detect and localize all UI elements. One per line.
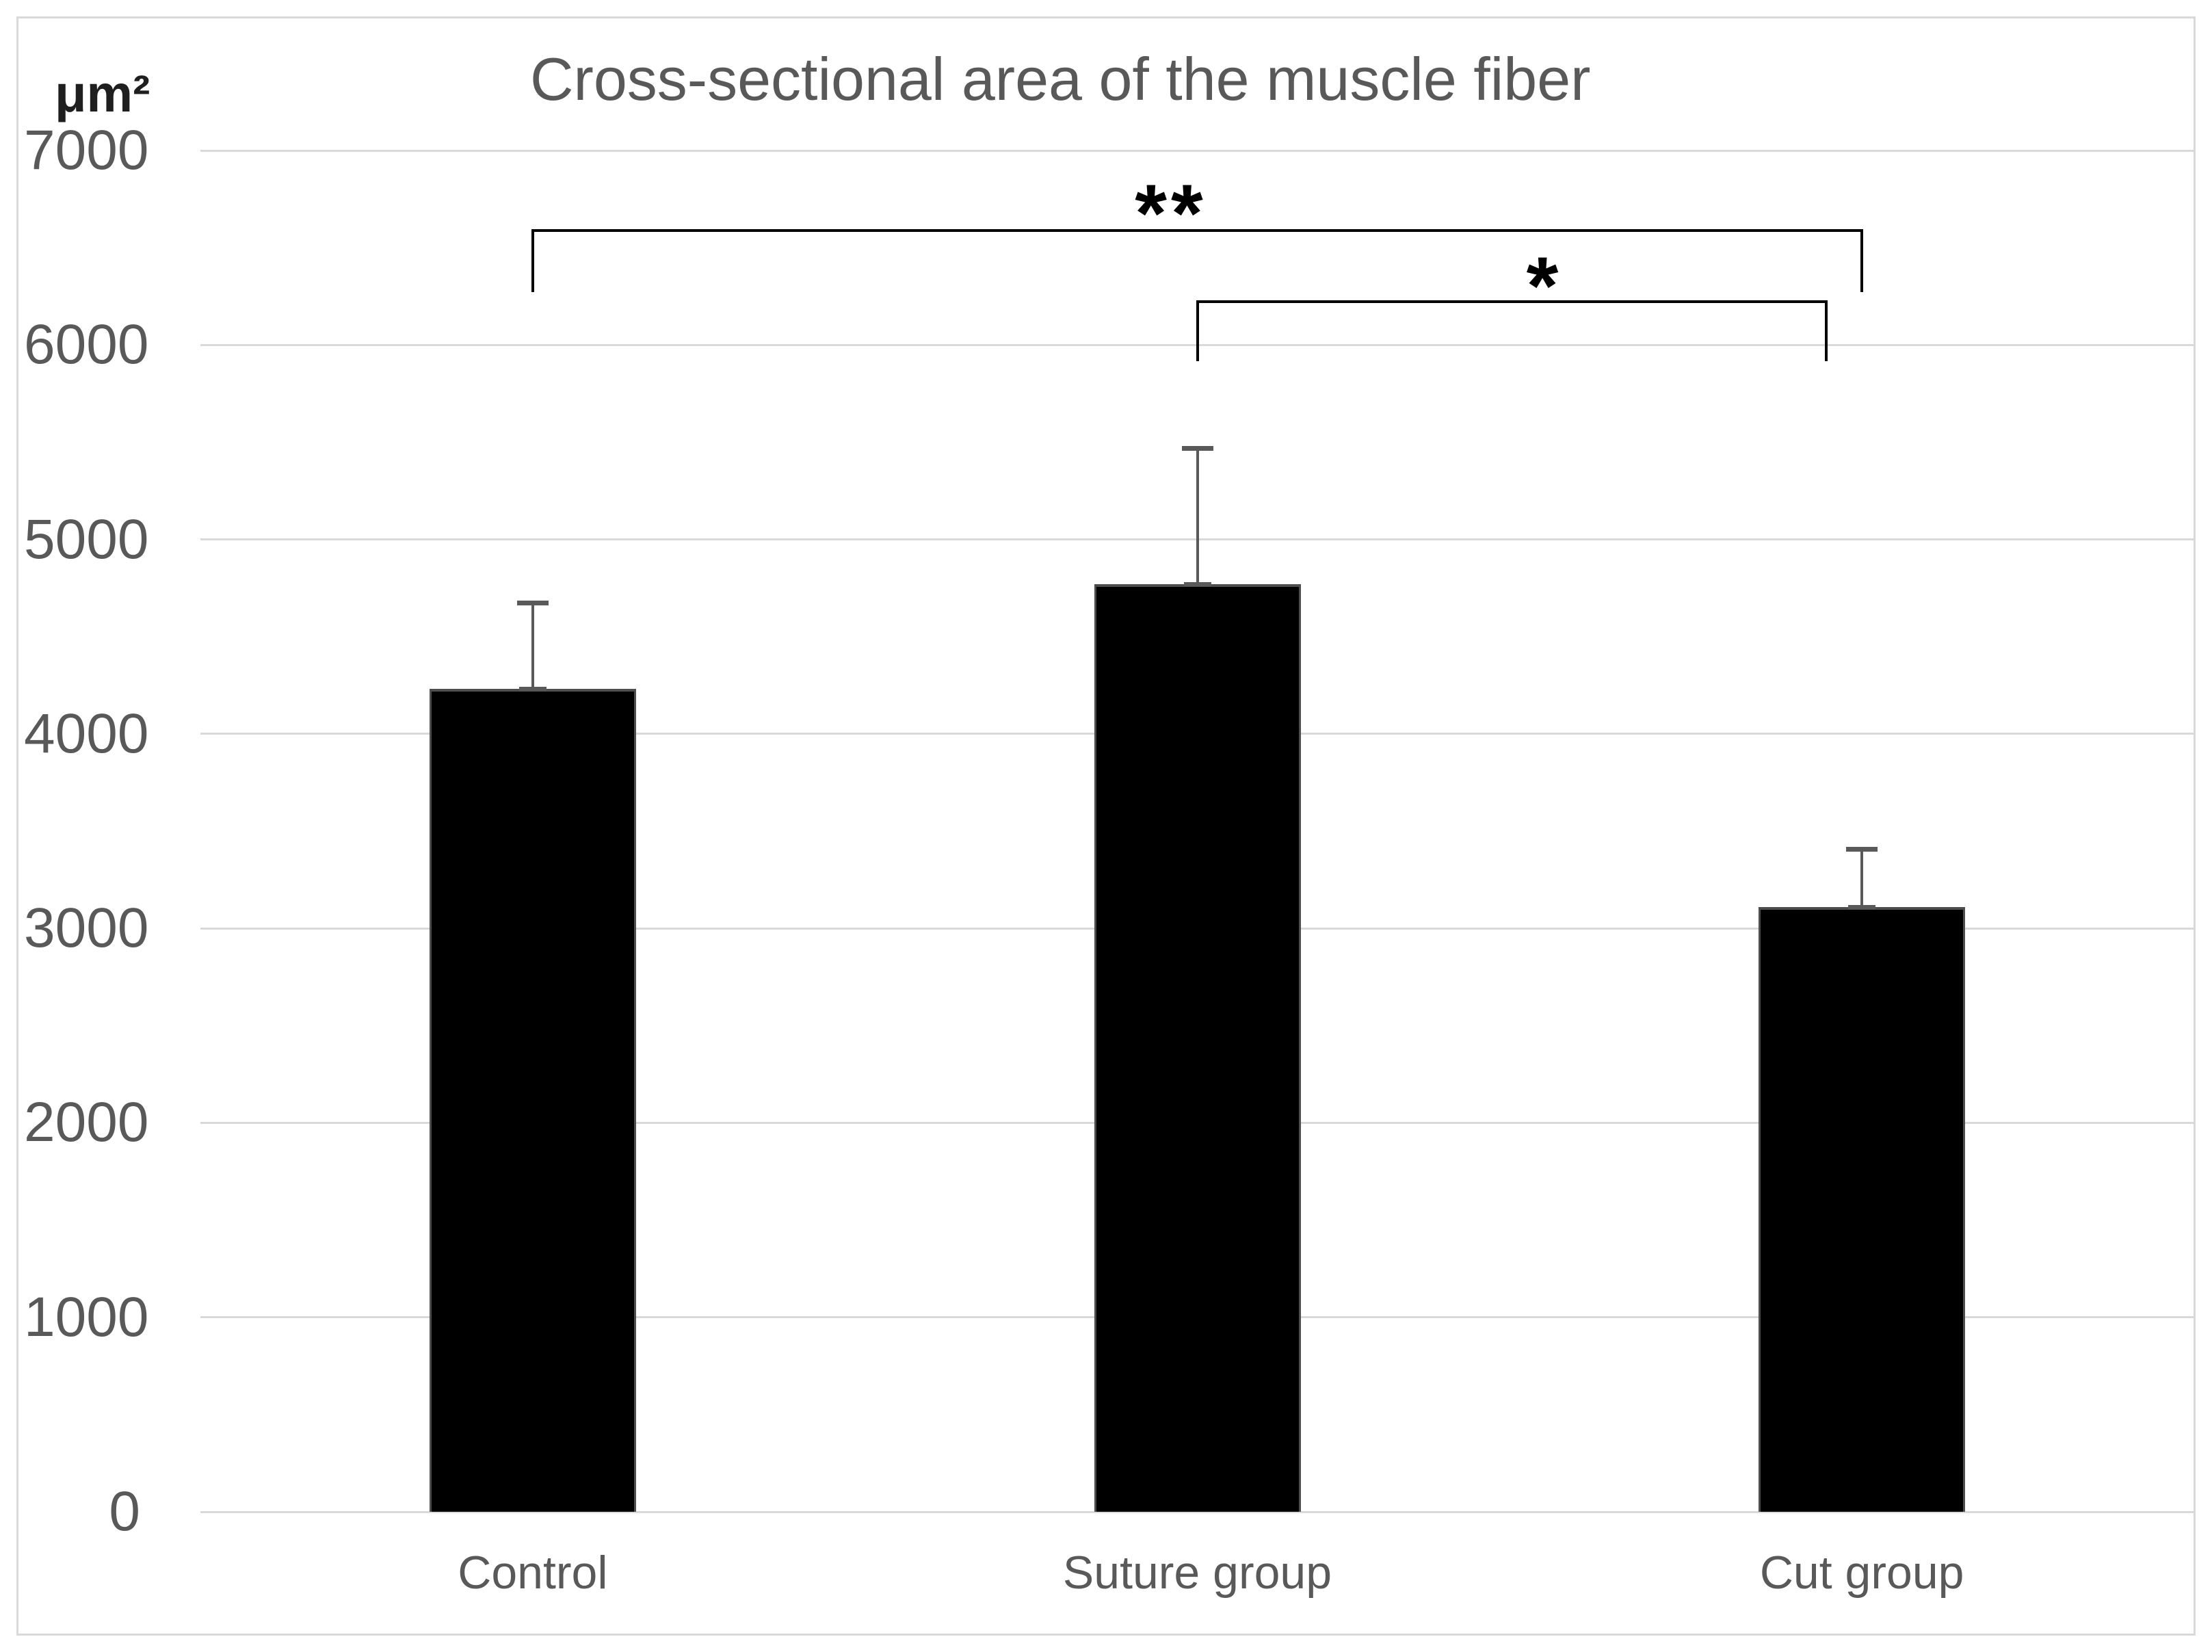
gridline: [200, 149, 2194, 152]
error-bar-bottom-cap: [1848, 904, 1876, 909]
y-axis-tick-label: 7000: [24, 119, 149, 181]
significance-bracket-leg: [1860, 229, 1864, 292]
y-axis-tick-label: 4000: [24, 702, 149, 765]
bar: [429, 689, 636, 1512]
significance-bracket-leg: [1196, 300, 1199, 361]
y-axis-tick-label: 0: [109, 1480, 140, 1543]
x-axis-label: Control: [458, 1547, 608, 1599]
error-bar: [531, 602, 534, 690]
y-axis-tick-label: 6000: [24, 313, 149, 376]
error-bar-bottom-cap: [518, 687, 547, 692]
error-bar-top-cap: [1846, 846, 1878, 852]
error-bar-top-cap: [516, 600, 549, 605]
chart-canvas-border: [16, 16, 2196, 1636]
y-axis-unit-label: μm²: [55, 65, 150, 123]
significance-bracket-line: [532, 229, 1862, 232]
chart-title: Cross-sectional area of the muscle fiber: [530, 45, 1591, 113]
y-axis-tick-label: 3000: [24, 897, 149, 960]
bar: [1759, 906, 1966, 1512]
error-bar: [1860, 848, 1864, 907]
x-axis-label: Suture group: [1062, 1547, 1332, 1599]
error-bar-bottom-cap: [1183, 581, 1211, 586]
gridline: [200, 1510, 2194, 1513]
error-bar-top-cap: [1181, 445, 1213, 451]
y-axis-tick-label: 1000: [24, 1285, 149, 1348]
x-axis-label: Cut group: [1759, 1547, 1964, 1599]
significance-label: *: [1526, 240, 1563, 332]
error-bar: [1196, 447, 1199, 584]
y-axis-tick-label: 2000: [24, 1091, 149, 1154]
significance-bracket-leg: [531, 229, 534, 292]
bar: [1094, 584, 1301, 1512]
significance-bracket-line: [1197, 300, 1827, 303]
significance-label: **: [1135, 168, 1207, 259]
y-axis-tick-label: 5000: [24, 508, 149, 571]
significance-bracket-leg: [1825, 300, 1828, 361]
